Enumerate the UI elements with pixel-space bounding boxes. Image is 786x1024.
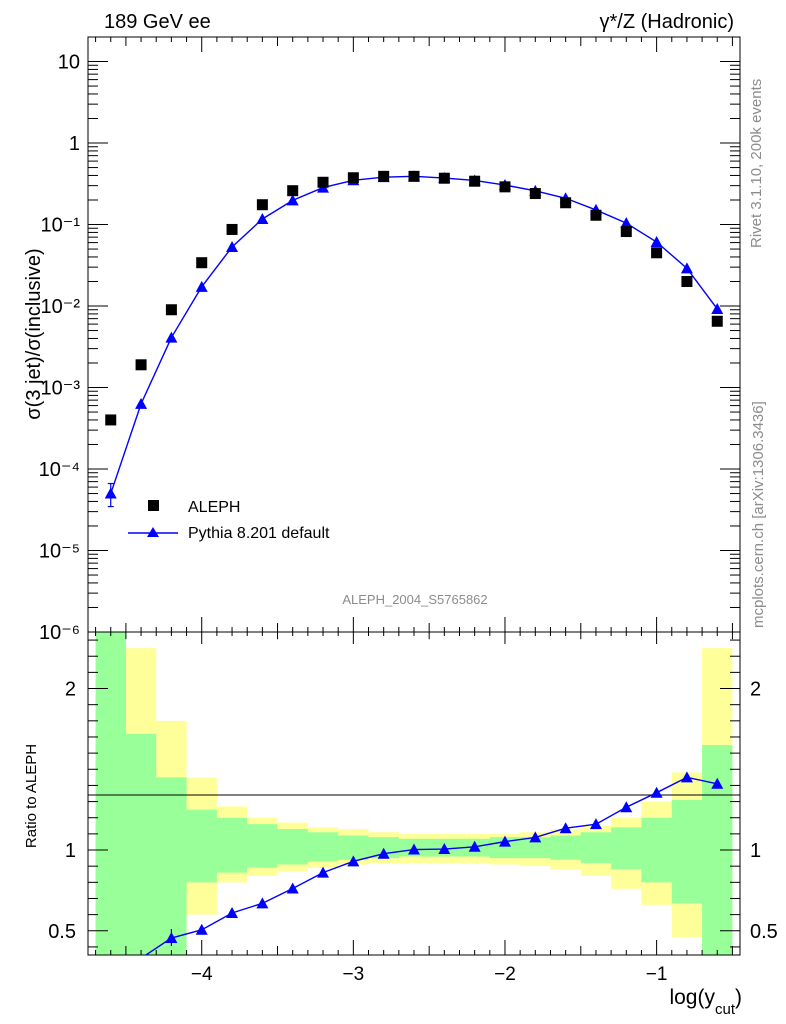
y-tick-label-main: 10⁻² xyxy=(41,296,81,318)
aleph-point xyxy=(620,226,632,238)
y-tick-label-ratio-left: 1 xyxy=(65,840,76,862)
pythia-point-main xyxy=(165,331,178,343)
aleph-point xyxy=(347,172,359,184)
aleph-point xyxy=(469,175,481,187)
mcplots-label: mcplots.cern.ch [arXiv:1306.3436] xyxy=(750,401,767,628)
main-y-axis-title: σ(3 jet)/σ(inclusive) xyxy=(23,248,45,419)
pythia-point-main xyxy=(711,302,724,314)
main-panel-frame xyxy=(87,36,741,633)
aleph-point xyxy=(378,170,390,182)
aleph-point xyxy=(317,176,329,188)
pythia-point-ratio xyxy=(711,777,724,789)
aleph-point xyxy=(226,223,238,235)
x-tick-label: −3 xyxy=(343,964,365,985)
aleph-point xyxy=(256,199,268,211)
pythia-point-ratio xyxy=(226,907,239,919)
pythia-point-main xyxy=(104,487,117,499)
aleph-point xyxy=(681,275,693,287)
x-tick-label: −2 xyxy=(494,964,516,985)
header-left: 189 GeV ee xyxy=(104,11,211,33)
y-tick-label-main: 1 xyxy=(69,133,80,155)
y-tick-label-main: 10⁻¹ xyxy=(41,215,81,237)
pythia-point-ratio xyxy=(286,882,299,894)
rivet-version-label: Rivet 3.1.10, 200k events xyxy=(748,79,765,248)
y-tick-label-main: 10⁻⁶ xyxy=(39,622,80,644)
y-tick-label-ratio-right: 0.5 xyxy=(750,921,778,943)
aleph-point xyxy=(651,247,663,259)
aleph-point xyxy=(287,185,299,197)
pythia-point-main xyxy=(680,262,693,274)
aleph-point xyxy=(560,197,572,209)
pythia-point-ratio xyxy=(620,801,633,813)
analysis-id-label: ALEPH_2004_S5765862 xyxy=(342,592,487,607)
axis-ticks xyxy=(88,36,740,955)
pythia-point-ratio xyxy=(680,771,693,783)
aleph-point xyxy=(196,257,208,269)
x-tick-label: −4 xyxy=(191,964,213,985)
aleph-point xyxy=(135,359,147,371)
y-tick-label-main: 10⁻⁴ xyxy=(39,459,80,481)
ratio-uncertainty-bands xyxy=(95,632,733,955)
pythia-point-main xyxy=(135,397,148,409)
legend-marker-aleph xyxy=(148,500,159,511)
pythia-point-ratio xyxy=(438,843,451,855)
axis-tick-labels: −4 −3 −2 −1 10⁻⁶ 10⁻⁵ 10⁻⁴ 10⁻³ 10⁻² 10⁻¹ 1 10 0.5 0.… xyxy=(39,52,778,985)
pythia-point-main xyxy=(256,212,269,224)
y-tick-label-ratio-left: 2 xyxy=(65,679,76,701)
ratio-band-outer xyxy=(95,632,733,955)
pythia-point-ratio xyxy=(559,822,572,834)
aleph-point xyxy=(165,304,177,316)
legend-label-pythia: Pythia 8.201 default xyxy=(188,525,330,542)
y-tick-label-ratio-left: 0.5 xyxy=(48,921,76,943)
pythia-point-main xyxy=(650,236,663,248)
aleph-point xyxy=(105,414,117,426)
y-tick-label-ratio-right: 1 xyxy=(750,840,761,862)
legend: ALEPH Pythia 8.201 default xyxy=(128,499,330,542)
pythia-point-ratio xyxy=(468,840,481,852)
legend-label-aleph: ALEPH xyxy=(188,499,240,516)
aleph-point xyxy=(408,170,420,182)
aleph-point xyxy=(529,188,541,200)
pythia-point-ratio xyxy=(347,855,360,867)
ratio-y-axis-title: Ratio to ALEPH xyxy=(23,744,40,848)
pythia-point-ratio xyxy=(195,923,208,935)
aleph-point xyxy=(711,315,723,327)
y-tick-label-ratio-right: 2 xyxy=(750,679,761,701)
pythia-point-ratio xyxy=(650,786,663,798)
pythia-point-main xyxy=(195,280,208,292)
x-tick-label: −1 xyxy=(646,964,668,985)
y-tick-label-main: 10⁻⁵ xyxy=(39,541,80,563)
aleph-point xyxy=(499,181,511,193)
pythia-point-main xyxy=(620,217,633,229)
pythia-point-ratio xyxy=(498,835,511,847)
pythia-point-ratio xyxy=(377,847,390,859)
pythia-point-main xyxy=(286,194,299,206)
pythia-point-ratio xyxy=(256,897,269,909)
pythia-point-ratio xyxy=(589,818,602,830)
ratio-band-inner xyxy=(95,632,733,955)
y-tick-label-main: 10⁻³ xyxy=(41,378,81,400)
aleph-point xyxy=(590,209,602,221)
data-marks xyxy=(104,170,724,955)
y-tick-label-main: 10 xyxy=(58,52,80,74)
header-right: γ*/Z (Hadronic) xyxy=(600,11,734,33)
x-axis-title: log(ycut) xyxy=(669,986,742,1018)
pythia-point-main xyxy=(226,240,239,252)
pythia-point-ratio xyxy=(529,831,542,843)
pythia-point-ratio xyxy=(408,843,420,855)
aleph-point xyxy=(438,172,450,184)
pythia-point-ratio xyxy=(317,866,330,878)
legend-marker-pythia xyxy=(147,527,159,537)
